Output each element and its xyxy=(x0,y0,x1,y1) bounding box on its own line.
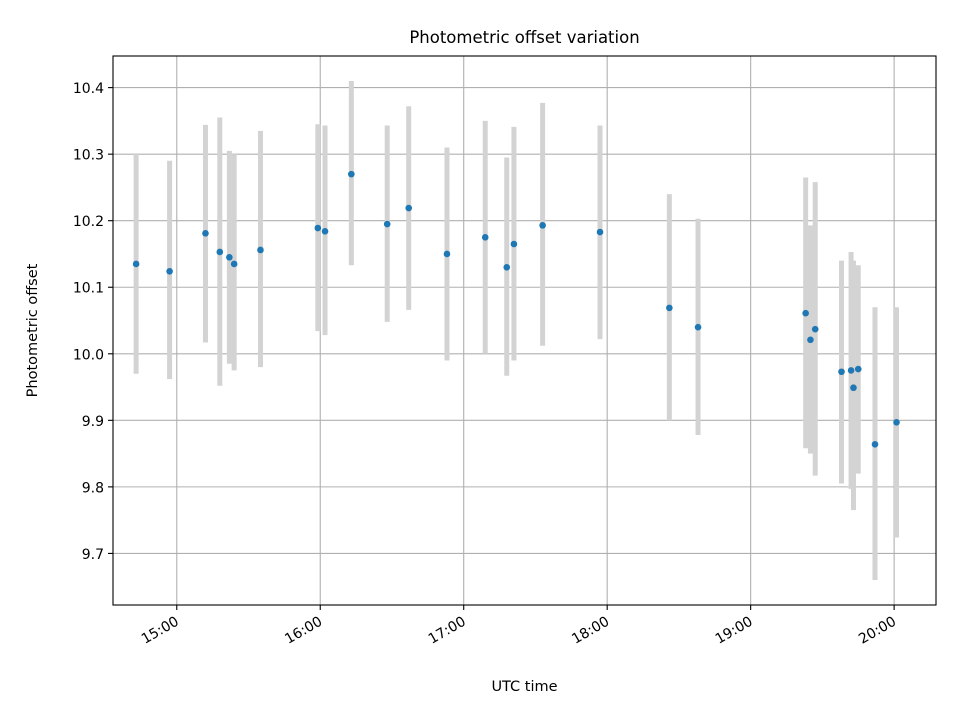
data-point xyxy=(666,304,673,312)
data-point xyxy=(510,240,518,248)
data-point xyxy=(257,246,264,254)
data-point xyxy=(847,367,855,374)
data-point xyxy=(802,309,809,317)
y-tick-label: 9.8 xyxy=(82,480,104,496)
data-point xyxy=(405,204,413,212)
y-tick-label: 9.9 xyxy=(82,414,104,430)
data-points xyxy=(132,170,900,448)
data-point xyxy=(443,250,451,258)
data-point xyxy=(854,365,862,373)
data-point xyxy=(216,248,224,256)
y-tick-label: 10.2 xyxy=(73,214,104,230)
data-point xyxy=(838,368,845,376)
data-point xyxy=(230,260,238,268)
data-point xyxy=(807,336,814,344)
plot-area-frame xyxy=(112,55,937,606)
y-tick-label: 10.3 xyxy=(73,148,104,164)
data-point xyxy=(383,220,391,228)
y-tick-label: 10.4 xyxy=(73,81,104,97)
data-point xyxy=(596,228,604,236)
data-point xyxy=(850,384,857,392)
data-point xyxy=(503,263,511,271)
chart-title: Photometric offset variation xyxy=(409,28,639,47)
data-point xyxy=(481,234,489,241)
y-tick-label: 9.7 xyxy=(82,547,104,563)
y-axis-label: Photometric offset xyxy=(25,263,41,397)
data-point xyxy=(132,260,140,268)
x-axis-label: UTC time xyxy=(491,679,557,695)
data-point xyxy=(539,222,546,229)
y-tick-label: 10.1 xyxy=(73,281,104,297)
data-point xyxy=(694,323,702,331)
data-point xyxy=(321,228,329,235)
data-point xyxy=(202,230,209,237)
data-point xyxy=(893,419,900,426)
data-point xyxy=(226,253,233,261)
data-point xyxy=(348,170,355,178)
data-point xyxy=(811,325,819,333)
data-point xyxy=(314,224,322,232)
data-point xyxy=(166,267,173,275)
y-axis-ticks: 9.7 9.8 9.9 10.0 10.1 10.2 10.3 10.4 xyxy=(73,81,113,563)
data-point xyxy=(871,440,879,448)
y-tick-label: 10.0 xyxy=(73,347,104,363)
